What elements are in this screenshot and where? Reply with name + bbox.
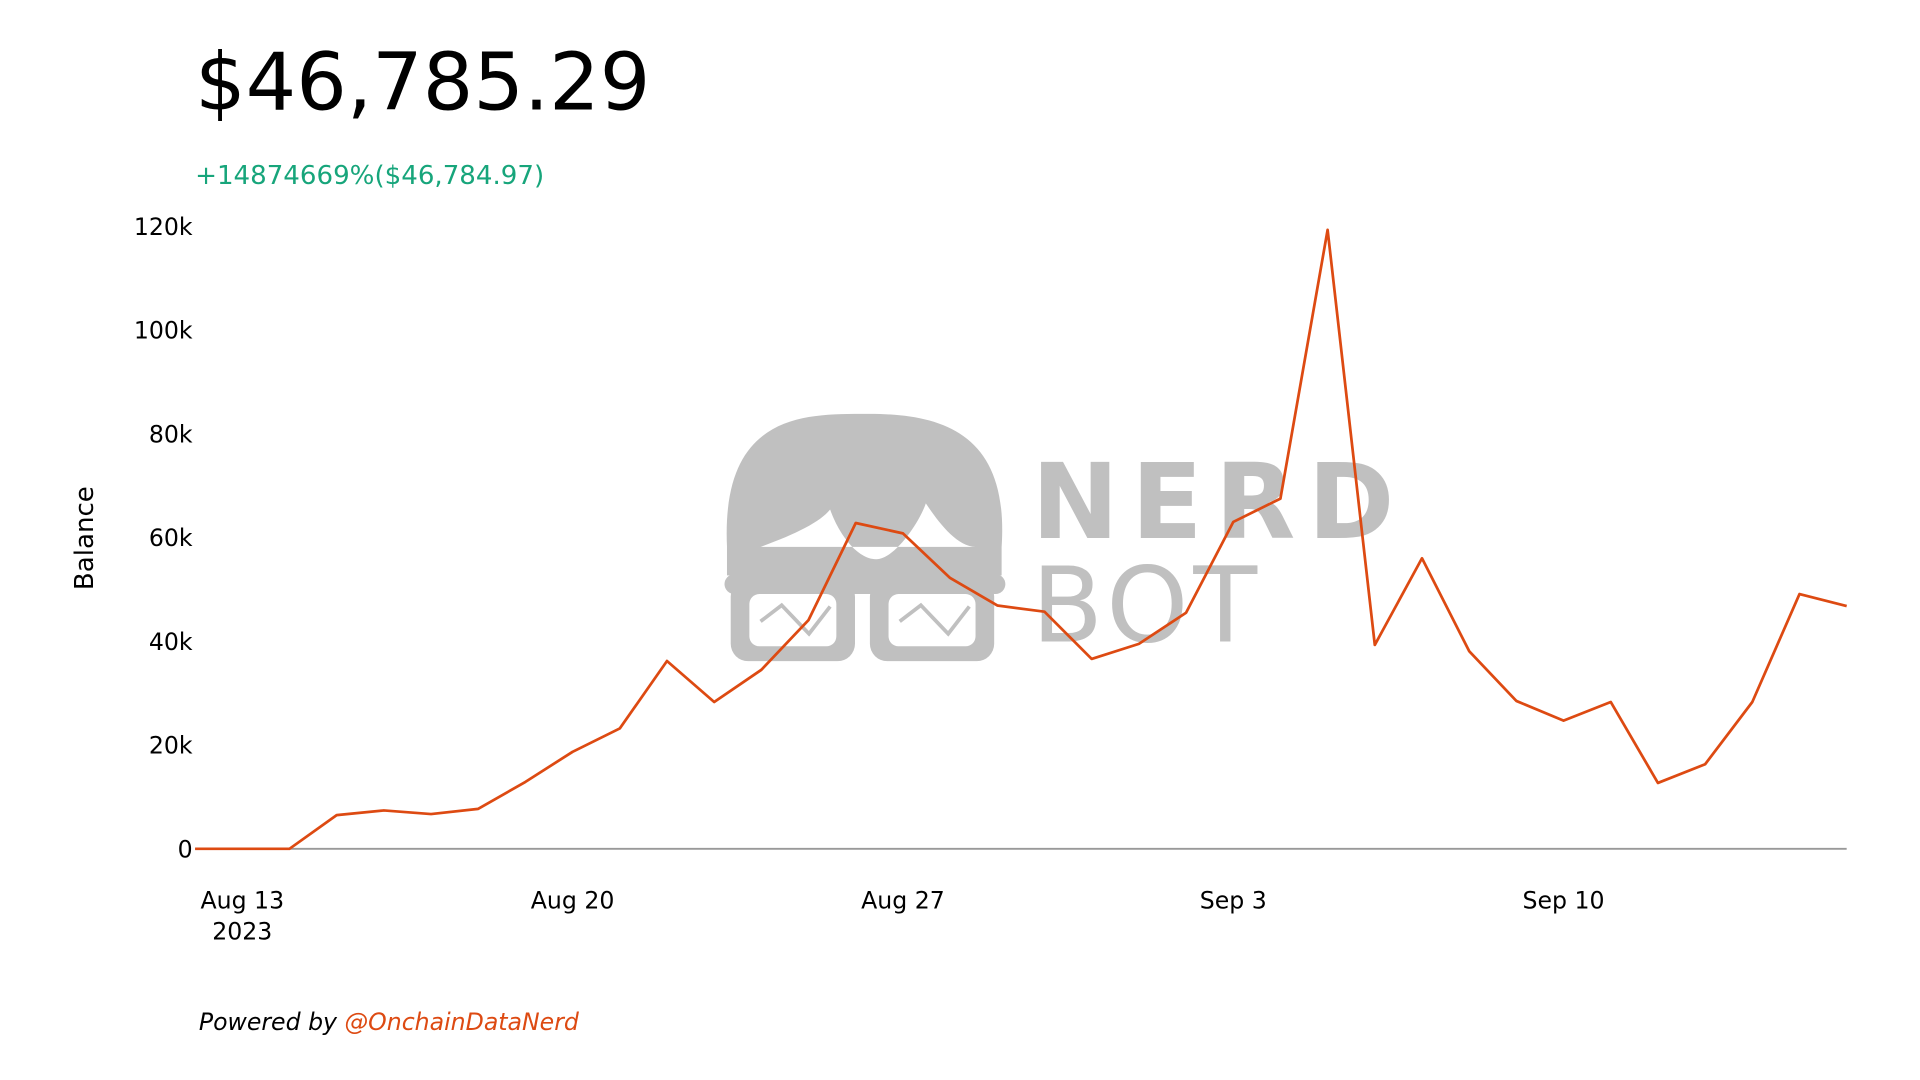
data-line [195, 228, 1848, 851]
footer: Powered by @OnchainDataNerd [199, 1008, 580, 1036]
watermark: NERD BOT [724, 413, 1406, 666]
x-tick-year: 2023 [212, 918, 272, 946]
watermark-text: BOT [1031, 544, 1262, 666]
x-tick-label: Sep 10 [1523, 886, 1605, 914]
x-tick-label: Sep 3 [1200, 886, 1267, 914]
watermark-icon [898, 602, 971, 637]
watermark-text: NERD [1031, 441, 1406, 563]
y-tick-label: 20k [149, 732, 193, 760]
footer-handle: @OnchainDataNerd [345, 1008, 580, 1036]
watermark-lens-inner [888, 594, 976, 647]
x-tick-label: Aug 20 [531, 886, 615, 914]
y-axis-label: Balance [70, 486, 100, 590]
y-tick-label: 80k [149, 420, 193, 448]
watermark-icon [759, 602, 832, 637]
y-tick-label: 60k [149, 524, 193, 552]
watermark-face [760, 503, 976, 560]
y-tick-label: 40k [149, 628, 193, 656]
y-tick-label: 100k [134, 317, 193, 345]
chart-title: $46,785.29 [195, 35, 650, 128]
x-tick-label: Aug 27 [861, 886, 945, 914]
y-tick-label: 120k [134, 213, 193, 241]
x-tick-label: Aug 13 [200, 886, 284, 914]
y-tick-label: 0 [178, 836, 193, 864]
chart-subtitle: +14874669%($46,784.97) [195, 161, 544, 191]
footer-prefix: Powered by [199, 1008, 338, 1036]
